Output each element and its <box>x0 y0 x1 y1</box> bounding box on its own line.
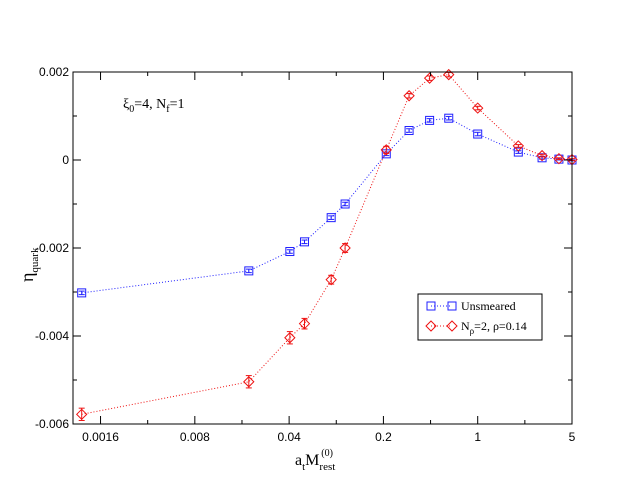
legend-label-unsmeared: Unsmeared <box>461 299 516 313</box>
ylabel-main: η <box>17 273 37 282</box>
x-tick-label: 5 <box>569 430 576 444</box>
annotation-text: ξ0=4, Nf=1 <box>123 97 185 115</box>
data-point-diamond <box>298 317 311 330</box>
data-point-square <box>404 126 414 136</box>
data-point-diamond <box>243 376 255 388</box>
data-point-square <box>244 266 254 276</box>
y-tick-label: 0 <box>62 153 69 167</box>
legend: Unsmeared Nρ=2, ρ=0.14 <box>417 293 543 341</box>
data-point-square <box>326 213 336 223</box>
x-tick-label: 1 <box>474 430 481 444</box>
legend-label-smeared: Nρ=2, ρ=0.14 <box>461 319 527 336</box>
ylabel-sub: quark <box>29 247 41 273</box>
data-point-diamond <box>339 242 351 254</box>
legend-smeared-sub: ρ <box>470 326 475 336</box>
legend-entry-smeared: Nρ=2, ρ=0.14 <box>425 319 527 336</box>
data-point-diamond <box>403 90 415 102</box>
y-tick-label: 0.002 <box>39 65 69 79</box>
y-tick-label: -0.002 <box>35 241 69 255</box>
x-tick-label: 0.2 <box>375 430 392 444</box>
data-point-square <box>444 113 454 123</box>
data-point-square <box>285 247 295 257</box>
data-point-diamond <box>325 273 337 286</box>
xlabel-main: a <box>295 452 302 469</box>
data-point-diamond <box>75 408 88 421</box>
annotation-xi-rest: =4, N <box>134 97 166 112</box>
data-point-diamond <box>512 140 525 152</box>
data-point-square <box>299 237 309 247</box>
annotation-nf-sub: f <box>166 104 170 115</box>
legend-marker-diamond-right <box>446 320 458 332</box>
x-tick-label: 0.008 <box>180 430 210 444</box>
data-point-square <box>340 199 350 209</box>
xlabel-sup: (0) <box>321 448 333 459</box>
data-point-diamond <box>536 149 548 162</box>
y-tick-label: -0.006 <box>35 417 69 431</box>
data-point-diamond <box>284 332 296 344</box>
legend-entry-unsmeared: Unsmeared <box>426 299 516 313</box>
y-tick-label: -0.004 <box>35 329 69 343</box>
data-point-square <box>425 115 435 125</box>
legend-box <box>417 293 543 341</box>
data-point-diamond <box>443 68 455 81</box>
xlabel-sub1: t <box>302 461 305 473</box>
legend-marker-square-left <box>426 301 436 311</box>
y-axis-title: ηquark <box>17 247 41 282</box>
xlabel-mid: M <box>305 452 319 469</box>
data-point-diamond <box>553 152 565 165</box>
x-tick-label: 0.0016 <box>82 430 119 444</box>
annotation-xi: ξ <box>123 97 129 112</box>
legend-smeared-rest: =2, ρ=0.14 <box>474 319 527 333</box>
annotation-xi-sub: 0 <box>129 104 134 115</box>
legend-marker-diamond-left <box>425 320 437 332</box>
data-point-diamond <box>380 144 392 156</box>
tick-layer: 0.0016 0.008 0.04 0.2 1 5 0.002 0 -0.002 -0.004 -0… <box>35 65 576 444</box>
legend-marker-square-right <box>447 301 457 311</box>
data-point-diamond <box>423 72 436 84</box>
annotation-nf-rest: =1 <box>170 97 185 112</box>
data-point-square <box>473 129 483 139</box>
x-axis-title: atMrest (0) <box>295 448 335 473</box>
legend-smeared-main: N <box>461 319 470 333</box>
xlabel-sub2: rest <box>319 461 335 473</box>
data-point-square <box>513 147 523 157</box>
data-point-square <box>77 288 87 298</box>
x-tick-label: 0.04 <box>277 430 301 444</box>
data-point-diamond <box>472 102 484 114</box>
